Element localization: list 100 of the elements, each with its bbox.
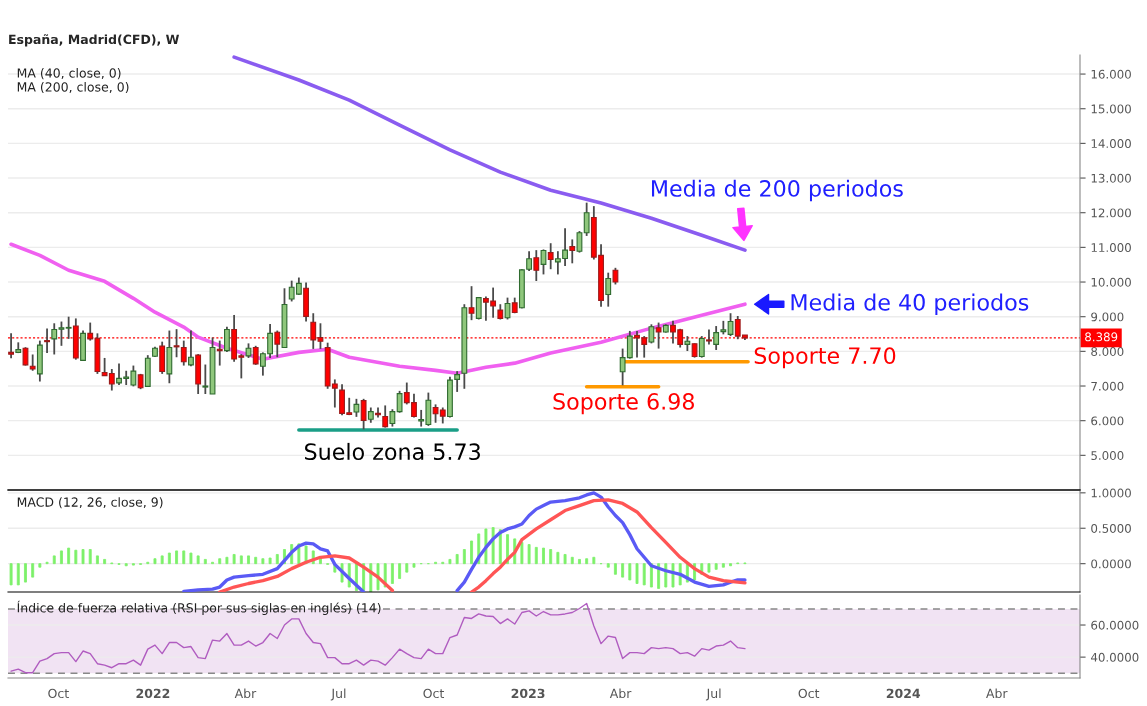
candlestick bbox=[713, 325, 720, 351]
line-series bbox=[10, 602, 746, 674]
y-tick-label: 6.000 bbox=[1091, 416, 1124, 426]
bar bbox=[24, 563, 27, 583]
candlestick bbox=[727, 312, 734, 338]
bar bbox=[239, 555, 243, 565]
candlestick bbox=[583, 201, 590, 237]
y-tick-label: 13.000 bbox=[1091, 173, 1131, 183]
bar bbox=[462, 549, 466, 565]
candlestick bbox=[396, 389, 403, 414]
y-tick-label: 5.000 bbox=[1091, 451, 1124, 460]
candlestick bbox=[44, 327, 50, 354]
bar bbox=[74, 549, 78, 565]
bar bbox=[613, 563, 617, 575]
bar bbox=[218, 558, 222, 565]
bar bbox=[534, 546, 538, 565]
x-tick-label: 2022 bbox=[136, 688, 170, 699]
y-tick-label: 12.000 bbox=[1091, 208, 1131, 218]
annotation: Media de 200 periodos bbox=[652, 179, 903, 202]
bar bbox=[621, 563, 625, 578]
candlestick bbox=[655, 321, 662, 350]
bar bbox=[549, 549, 553, 565]
x-tick-label: Oct bbox=[48, 688, 69, 699]
bar bbox=[729, 563, 732, 567]
candlestick bbox=[576, 230, 583, 254]
bar bbox=[52, 555, 56, 565]
bar bbox=[390, 563, 394, 584]
candlestick bbox=[540, 248, 547, 276]
bar bbox=[16, 563, 20, 586]
bar bbox=[448, 559, 452, 565]
annotation: Media de 40 periodos bbox=[791, 293, 1029, 315]
bar bbox=[38, 563, 42, 568]
line-series bbox=[182, 541, 366, 592]
bar bbox=[189, 552, 193, 565]
bar bbox=[31, 563, 35, 578]
bar bbox=[412, 563, 416, 568]
bar bbox=[153, 558, 157, 565]
annotation: MA (40, close, 0) bbox=[17, 68, 121, 80]
text: Índice de fuerza relativa (RSI por sus siglas en inglés) (14) bbox=[17, 600, 381, 615]
bar bbox=[405, 563, 409, 573]
x-tick-label: Jul bbox=[705, 688, 721, 701]
x-tick-label: Oct bbox=[798, 688, 820, 699]
bar bbox=[182, 550, 186, 565]
bar bbox=[67, 547, 71, 565]
candlestick bbox=[569, 238, 576, 265]
bar bbox=[578, 559, 581, 565]
bar bbox=[9, 563, 13, 586]
bar bbox=[527, 544, 531, 565]
x-tick-label: Oct bbox=[423, 688, 445, 699]
y-tick-label: 15.000 bbox=[1091, 104, 1131, 114]
bar bbox=[542, 547, 545, 565]
candlestick bbox=[65, 315, 72, 340]
bar bbox=[232, 554, 236, 565]
y-tick-label: 7.000 bbox=[1091, 381, 1124, 391]
y-tick-label: 1.0000 bbox=[1091, 488, 1131, 498]
x-tick-label: Jul bbox=[330, 688, 346, 701]
y-tick-label: 8.000 bbox=[1091, 347, 1124, 357]
bar bbox=[520, 542, 524, 565]
x-tick-label: 2023 bbox=[511, 688, 545, 699]
bar bbox=[225, 556, 229, 565]
candlestick bbox=[224, 325, 230, 353]
bar bbox=[275, 554, 279, 565]
bar bbox=[592, 556, 596, 565]
y-tick-label: 10.000 bbox=[1091, 277, 1131, 287]
bar bbox=[88, 549, 92, 565]
y-tick-label: 11.000 bbox=[1091, 243, 1131, 253]
candlestick bbox=[605, 271, 612, 308]
bar bbox=[175, 550, 179, 565]
bar bbox=[124, 563, 128, 567]
bar bbox=[160, 555, 164, 565]
candlestick bbox=[504, 296, 511, 321]
bar bbox=[721, 563, 725, 568]
text: MACD (12, 26, close, 9) bbox=[17, 497, 163, 509]
y-tick-label: 0.5000 bbox=[1091, 523, 1131, 533]
candlestick bbox=[547, 242, 554, 271]
y-tick-label: 60.0000 bbox=[1091, 620, 1139, 630]
candlestick bbox=[188, 329, 194, 368]
y-tick-label: 9.000 bbox=[1091, 312, 1124, 322]
x-tick-label: 2024 bbox=[886, 688, 921, 699]
bar bbox=[563, 554, 567, 565]
candlestick bbox=[180, 339, 187, 367]
line-series bbox=[218, 554, 395, 592]
candlestick bbox=[698, 335, 705, 359]
candlestick bbox=[216, 339, 223, 367]
bar bbox=[642, 563, 646, 586]
chart-title: España, Madrid(CFD), W bbox=[9, 34, 180, 47]
bar bbox=[398, 563, 402, 579]
bar bbox=[585, 558, 589, 565]
candlestick bbox=[22, 346, 29, 367]
y-tick-label: 16.000 bbox=[1091, 69, 1131, 79]
bar bbox=[203, 559, 207, 565]
bar bbox=[247, 555, 250, 565]
ref-line-label: 8.389 bbox=[1085, 332, 1118, 342]
x-tick-label: Abr bbox=[609, 688, 632, 699]
y-tick-label: 40.0000 bbox=[1090, 652, 1139, 662]
bar bbox=[103, 559, 107, 565]
y-tick-label: 14.000 bbox=[1091, 139, 1131, 149]
annotation: MA (200, close, 0) bbox=[17, 81, 129, 94]
bar bbox=[167, 552, 171, 565]
bar bbox=[254, 556, 258, 565]
